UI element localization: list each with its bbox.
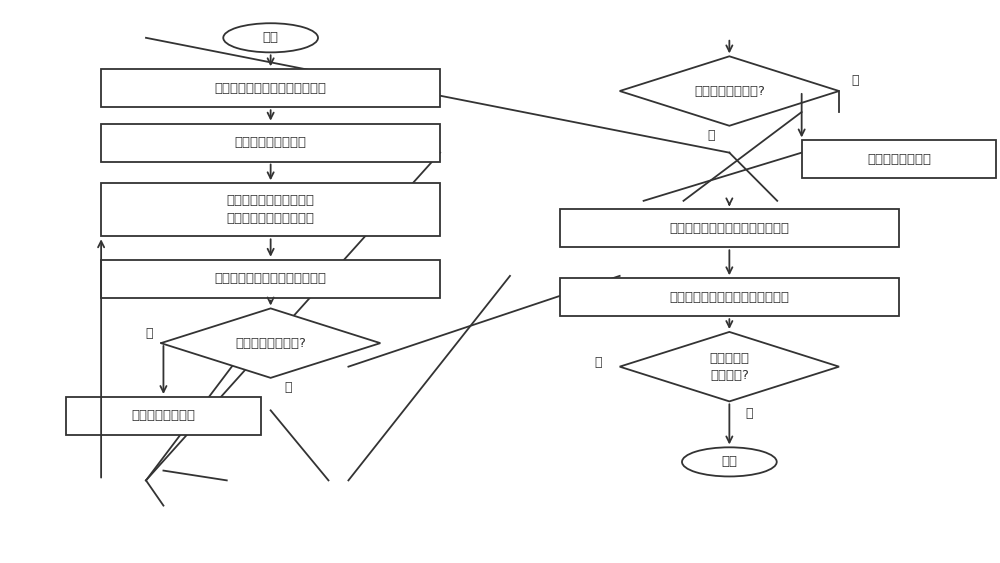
Text: 到达目标，
规划结束?: 到达目标， 规划结束?: [709, 352, 749, 382]
Text: 是: 是: [851, 74, 859, 87]
Bar: [101, 69, 440, 108]
Bar: [101, 260, 440, 298]
Text: 是否考虑进度同步?: 是否考虑进度同步?: [235, 337, 306, 350]
Polygon shape: [620, 332, 839, 401]
Text: 加入进度同步约束: 加入进度同步约束: [131, 409, 195, 422]
Text: 是: 是: [745, 407, 753, 420]
Text: 凸优化求解得到下一时刻理想位置: 凸优化求解得到下一时刻理想位置: [669, 222, 789, 235]
Text: 加入连接保持约束: 加入连接保持约束: [867, 153, 931, 166]
Text: 否: 否: [708, 129, 715, 142]
Text: 是: 是: [145, 327, 153, 339]
Text: 结束: 结束: [721, 455, 737, 468]
Text: 是否考虑连接保持?: 是否考虑连接保持?: [694, 84, 765, 97]
Text: 否: 否: [285, 382, 292, 395]
Text: 根据规划航路航行，抵达理想位置: 根据规划航路航行，抵达理想位置: [669, 291, 789, 303]
Bar: [560, 278, 899, 316]
Ellipse shape: [223, 23, 318, 52]
Text: 构建位置选择对应的凸优化问题: 构建位置选择对应的凸优化问题: [215, 272, 327, 285]
Bar: [101, 123, 440, 162]
Text: 否: 否: [594, 356, 602, 369]
Text: 开始: 开始: [263, 32, 279, 44]
Bar: [802, 140, 996, 178]
Text: 发现目标，启动规划: 发现目标，启动规划: [235, 136, 307, 149]
Ellipse shape: [682, 448, 777, 476]
Bar: [560, 209, 899, 247]
Bar: [101, 183, 440, 236]
Text: 各潜器进行初始化与传感器校准: 各潜器进行初始化与传感器校准: [215, 82, 327, 95]
Bar: [66, 397, 261, 435]
Polygon shape: [620, 56, 839, 126]
Polygon shape: [161, 309, 380, 378]
Text: 各潜器生成用于当前时刻
协同路径规划的候选位置: 各潜器生成用于当前时刻 协同路径规划的候选位置: [227, 194, 315, 225]
